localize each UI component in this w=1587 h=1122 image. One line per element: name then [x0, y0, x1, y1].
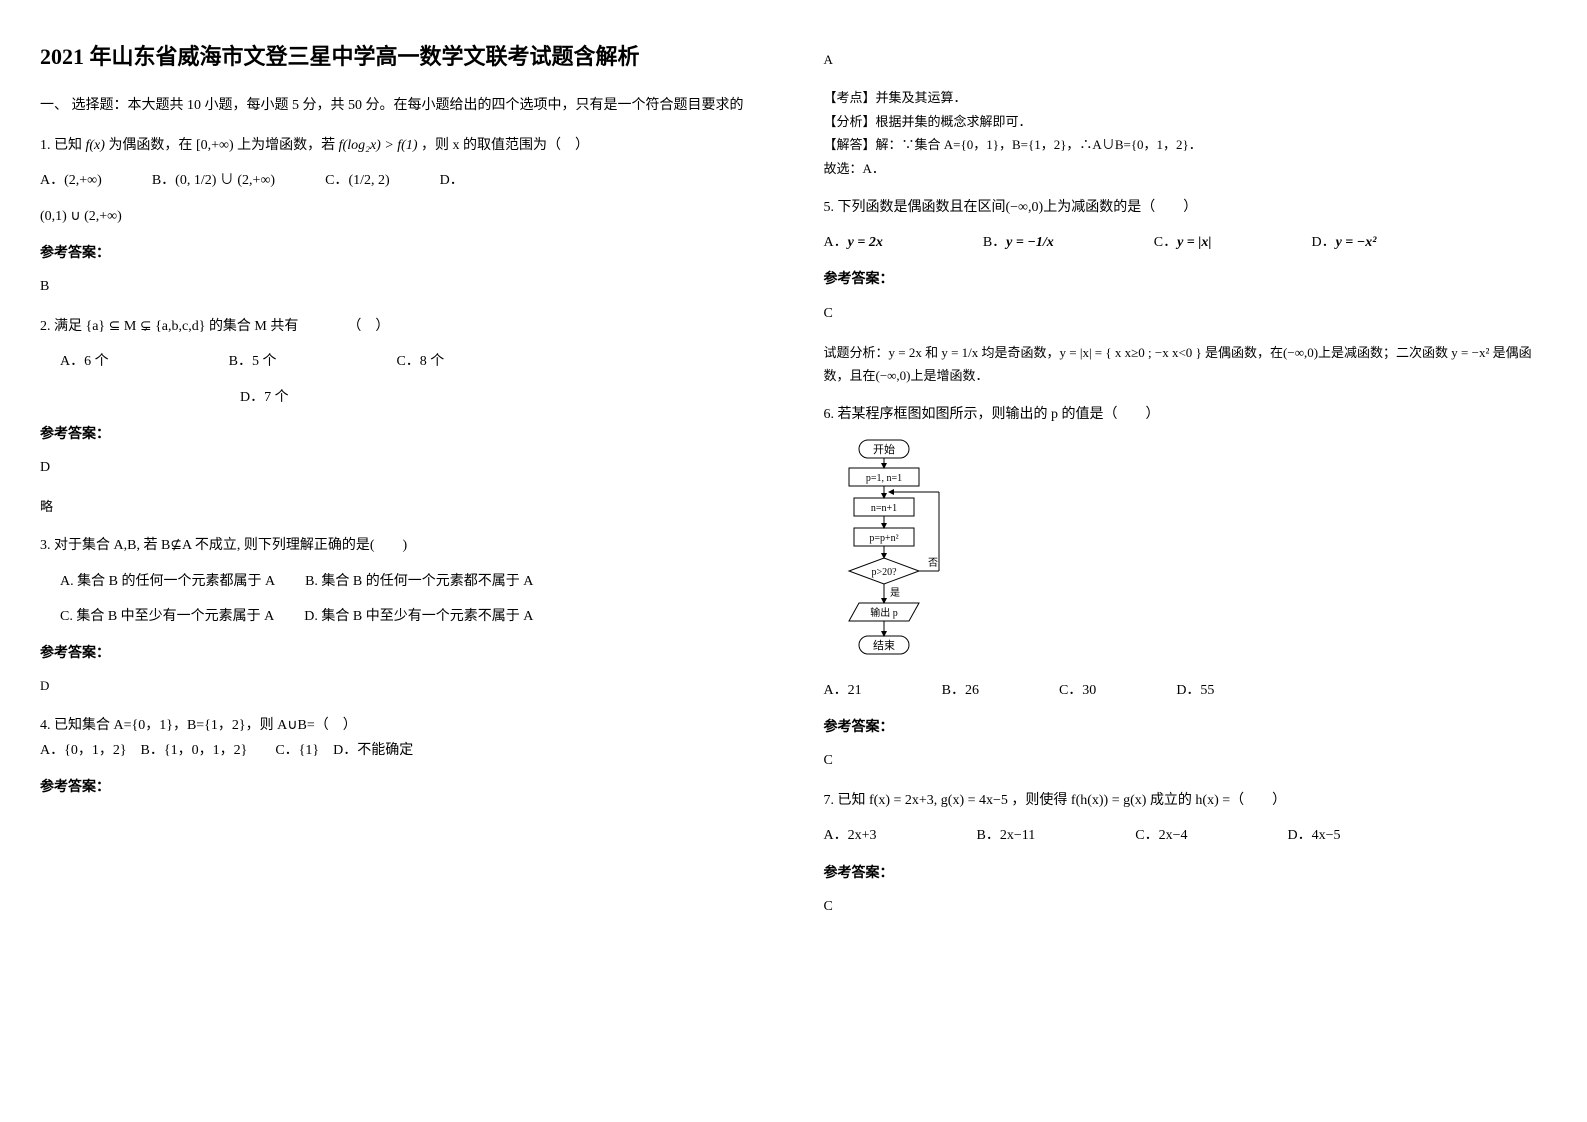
- q1-answer-label: 参考答案：: [40, 241, 764, 266]
- question-1: 1. 已知 f(x) 为偶函数，在 [0,+∞) 上为增函数，若 f(log₂x…: [40, 133, 764, 299]
- question-7: 7. 已知 f(x) = 2x+3, g(x) = 4x−5 ，则使得 f(h(…: [824, 788, 1548, 919]
- q3-opt-c: C. 集合 B 中至少有一个元素属于 A: [60, 604, 274, 629]
- right-column: A 【考点】并集及其运算． 【分析】根据并集的概念求解即可． 【解答】解：∵集合…: [824, 40, 1548, 934]
- q6-opt-a: A．21: [824, 678, 862, 703]
- question-5: 5. 下列函数是偶函数且在区间(−∞,0)上为减函数的是（ ） A．y = 2x…: [824, 195, 1548, 388]
- q5-opt-a: A．y = 2x: [824, 230, 883, 255]
- q1-opt-d-val: (0,1) ∪ (2,+∞): [40, 204, 764, 229]
- q1-fx: f(x): [86, 138, 105, 153]
- svg-text:结束: 结束: [873, 639, 895, 652]
- q2-opt-c: C．8 个: [396, 349, 444, 374]
- q1-stem-mid2: 上为增函数，若: [237, 138, 335, 153]
- q3-opt-a: A. 集合 B 的任何一个元素都属于 A: [60, 569, 275, 594]
- q3-stem: 3. 对于集合 A,B, 若 B⊈A 不成立, 则下列理解正确的是( ): [40, 533, 764, 558]
- q3-answer-label: 参考答案：: [40, 641, 764, 666]
- q4-sol-2: 【分析】根据并集的概念求解即可．: [824, 110, 1548, 133]
- svg-text:p=1, n=1: p=1, n=1: [865, 473, 901, 484]
- q7-opt-a: A．2x+3: [824, 823, 877, 848]
- svg-text:否: 否: [928, 557, 938, 569]
- q7-answer: C: [824, 894, 1548, 919]
- section-1-header: 一、 选择题：本大题共 10 小题，每小题 5 分，共 50 分。在每小题给出的…: [40, 93, 764, 118]
- q5-stem: 5. 下列函数是偶函数且在区间(−∞,0)上为减函数的是（ ）: [824, 195, 1548, 220]
- q1-stem-pre: 1. 已知: [40, 138, 82, 153]
- q6-stem: 6. 若某程序框图如图所示，则输出的 p 的值是（ ）: [824, 402, 1548, 427]
- q2-note: 略: [40, 495, 764, 518]
- q2-stem-pre: 2. 满足: [40, 319, 82, 334]
- q5-answer: C: [824, 301, 1548, 326]
- question-6: 6. 若某程序框图如图所示，则输出的 p 的值是（ ） 开始 p=1, n=1: [824, 402, 1548, 773]
- q7-answer-label: 参考答案：: [824, 861, 1548, 886]
- q1-opt-b: B．(0, 1/2) ∪ (2,+∞): [152, 168, 275, 193]
- q7-stem-post: 成立的 h(x) =（ ）: [1150, 793, 1286, 808]
- svg-text:是: 是: [890, 587, 900, 599]
- q5-opt-c: C．y = |x|: [1154, 230, 1212, 255]
- question-4: 4. 已知集合 A={0，1}，B={1，2}，则 A∪B=（ ） A．{0，1…: [40, 713, 764, 801]
- left-column: 2021 年山东省威海市文登三星中学高一数学文联考试题含解析 一、 选择题：本大…: [40, 40, 764, 934]
- svg-text:p>20?: p>20?: [871, 567, 897, 578]
- q1-opt-a: A．(2,+∞): [40, 168, 102, 193]
- q6-answer-label: 参考答案：: [824, 715, 1548, 740]
- q6-opt-c: C．30: [1059, 678, 1096, 703]
- svg-text:开始: 开始: [873, 442, 895, 456]
- q4-options: A．{0，1，2} B．{1，0，1，2} C．{1} D．不能确定: [40, 738, 764, 763]
- q4-sol-3: 【解答】解：∵集合 A={0，1}，B={1，2}，∴A∪B={0，1，2}．: [824, 133, 1548, 156]
- q6-answer: C: [824, 748, 1548, 773]
- q7-stem-mid: ，则使得: [1011, 793, 1067, 808]
- q3-answer: D: [40, 674, 764, 697]
- question-2: 2. 满足 {a} ⊆ M ⊊ {a,b,c,d} 的集合 M 共有 （ ） A…: [40, 314, 764, 518]
- q6-opt-d: D．55: [1176, 678, 1214, 703]
- q1-stem-mid1: 为偶函数，在: [108, 138, 192, 153]
- q1-interval: [0,+∞): [196, 138, 234, 153]
- q4-answer: A: [824, 48, 1548, 71]
- q3-opt-d: D. 集合 B 中至少有一个元素不属于 A: [304, 604, 533, 629]
- flowchart-icon: 开始 p=1, n=1 n=n+1 p=p+n² p>20?: [824, 438, 964, 668]
- q5-opt-d: D．y = −x²: [1311, 230, 1376, 255]
- q1-opt-c: C．(1/2, 2): [325, 168, 390, 193]
- q2-cond: {a} ⊆ M ⊊ {a,b,c,d}: [86, 319, 206, 334]
- exam-title: 2021 年山东省威海市文登三星中学高一数学文联考试题含解析: [40, 40, 764, 73]
- q4-sol-4: 故选：A．: [824, 157, 1548, 180]
- q2-opt-a: A．6 个: [60, 349, 109, 374]
- svg-text:n=n+1: n=n+1: [870, 503, 896, 514]
- q4-sol-1: 【考点】并集及其运算．: [824, 86, 1548, 109]
- q4-stem: 4. 已知集合 A={0，1}，B={1，2}，则 A∪B=（ ）: [40, 713, 764, 738]
- question-3: 3. 对于集合 A,B, 若 B⊈A 不成立, 则下列理解正确的是( ) A. …: [40, 533, 764, 697]
- q2-answer: D: [40, 455, 764, 480]
- q3-opt-b: B. 集合 B 的任何一个元素都不属于 A: [305, 569, 533, 594]
- q7-opt-b: B．2x−11: [977, 823, 1036, 848]
- q2-opt-b: B．5 个: [229, 349, 277, 374]
- q2-opt-d: D．7 个: [240, 385, 764, 410]
- q7-fdef: f(x) = 2x+3, g(x) = 4x−5: [869, 793, 1008, 808]
- q7-stem-pre: 7. 已知: [824, 793, 866, 808]
- q7-opt-c: C．2x−4: [1135, 823, 1187, 848]
- q1-answer: B: [40, 274, 764, 299]
- q5-analysis: 试题分析：y = 2x 和 y = 1/x 均是奇函数，y = |x| = { …: [824, 341, 1548, 388]
- q2-answer-label: 参考答案：: [40, 422, 764, 447]
- q7-opt-d: D．4x−5: [1288, 823, 1341, 848]
- q1-opt-d: D．: [440, 168, 464, 193]
- q1-stem-post: ，则 x 的取值范围为（ ）: [421, 138, 589, 153]
- q6-opt-b: B．26: [942, 678, 979, 703]
- q2-stem-post: 的集合 M 共有 （ ）: [209, 319, 389, 334]
- q5-opt-b: B．y = −1/x: [983, 230, 1054, 255]
- q5-answer-label: 参考答案：: [824, 267, 1548, 292]
- svg-text:p=p+n²: p=p+n²: [869, 533, 898, 544]
- q7-eq: f(h(x)) = g(x): [1071, 793, 1147, 808]
- q1-ineq: f(log₂x) > f(1): [339, 138, 418, 153]
- svg-text:输出 p: 输出 p: [870, 606, 898, 619]
- q4-answer-label: 参考答案：: [40, 775, 764, 800]
